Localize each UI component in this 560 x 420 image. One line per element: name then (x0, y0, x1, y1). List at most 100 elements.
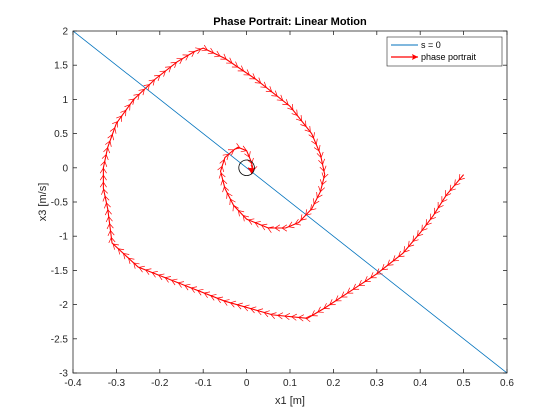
trajectory-arrow (232, 204, 239, 212)
trajectory-arrow (352, 283, 360, 290)
trajectory-arrow (346, 287, 354, 294)
trajectory-arrow (188, 50, 196, 57)
trajectory-arrow (441, 196, 448, 203)
legend-arrowhead (412, 54, 418, 60)
trajectory-arrow (216, 296, 224, 304)
y-axis-label: x3 [m/s] (37, 183, 49, 222)
legend-label-s0: s = 0 (421, 40, 441, 50)
trajectory-arrow (392, 255, 400, 262)
trajectory-arrow (143, 84, 150, 91)
trajectory-arrow (157, 273, 165, 281)
trajectory-arrow (437, 201, 444, 209)
x-tick-label: -0.3 (108, 378, 126, 389)
trajectory-arrow (276, 94, 284, 101)
trajectory-arrow (364, 276, 371, 283)
y-tick-label: -2.5 (51, 334, 69, 345)
trajectory-arrow (295, 115, 303, 122)
trajectory-arrow (403, 246, 410, 253)
trajectory-arrow (291, 109, 298, 116)
trajectory-arrow (416, 230, 424, 237)
trajectory-arrow (144, 268, 152, 275)
trajectory-arrow (316, 151, 324, 159)
x-tick-label: 0.5 (457, 378, 471, 389)
trajectory-arrow (133, 93, 140, 101)
trajectory-arrow (254, 221, 261, 228)
trajectory-arrow (249, 73, 256, 80)
trajectory-arrow (300, 120, 307, 127)
trajectory-arrow (340, 291, 348, 298)
trajectory-arrow (247, 157, 254, 165)
trajectory-arrow (177, 281, 185, 288)
trajectory-arrow (421, 224, 428, 232)
trajectory-arrow (243, 69, 250, 76)
trajectory-arrow (171, 278, 178, 286)
trajectory-arrow (288, 221, 295, 229)
trajectory-arrow (407, 240, 415, 248)
trajectory-arrow (317, 306, 324, 313)
x-tick-label: 0.6 (500, 378, 514, 389)
trajectory-arrow (133, 262, 140, 269)
trajectory-arrow (398, 250, 405, 258)
trajectory-arrow (99, 167, 107, 174)
trajectory-arrow (270, 312, 277, 320)
trajectory-arrow (244, 151, 251, 158)
trajectory-arrow (313, 145, 321, 152)
trajectory-arrow (329, 299, 336, 306)
trajectory-arrow (304, 315, 311, 323)
trajectory-arrow (214, 50, 221, 58)
trajectory-arrow (260, 81, 267, 88)
trajectory-arrow (182, 54, 190, 61)
trajectory-arrow (425, 219, 432, 226)
trajectory-arrow (316, 192, 323, 199)
trajectory-arrow (304, 125, 311, 133)
trajectory-arrow (240, 145, 248, 153)
trajectory-arrow (103, 146, 111, 154)
trajectory-arrow (207, 47, 215, 55)
trajectory-arrow (227, 149, 235, 156)
trajectory-arrow (313, 198, 320, 205)
y-tick-label: 2 (62, 27, 68, 38)
trajectory-arrow (412, 235, 419, 242)
trajectory-arrow (300, 214, 307, 221)
trajectory-arrow (311, 310, 318, 317)
trajectory-arrow (260, 223, 268, 231)
trajectory-arrow (104, 209, 112, 216)
trajectory-arrow (267, 226, 274, 233)
trajectory-arrow (106, 222, 114, 230)
trajectory-arrow (449, 184, 456, 192)
trajectory-arrow (282, 99, 289, 106)
trajectory-arrow (263, 310, 270, 318)
trajectory-arrow (220, 179, 228, 186)
trajectory-arrow (247, 218, 255, 225)
trajectory-arrow (287, 104, 294, 111)
trajectory-arrow (170, 61, 177, 69)
trajectory-arrow (256, 308, 264, 316)
trajectory-arrow (222, 185, 230, 193)
trajectory-arrow (220, 53, 227, 60)
trajectory-arrow (226, 192, 233, 199)
chart-title: Phase Portrait: Linear Motion (213, 16, 367, 28)
trajectory-arrow (318, 185, 325, 193)
y-tick-label: -1 (59, 232, 68, 243)
trajectory-arrow (445, 190, 452, 197)
trajectory-arrow (203, 291, 211, 299)
trajectory-arrow (159, 70, 167, 77)
trajectory-arrow (297, 314, 305, 322)
trajectory-arrow (222, 153, 230, 161)
trajectory-arrow (128, 257, 135, 265)
legend-box (386, 36, 503, 67)
y-tick-label: -0.5 (51, 198, 69, 209)
trajectory-arrow (148, 79, 156, 86)
trajectory-arrow (254, 77, 262, 84)
x-tick-label: 0.3 (370, 378, 384, 389)
trajectory-arrow (190, 286, 198, 293)
trajectory-arrow (124, 104, 131, 111)
legend-label-portrait: phase portrait (421, 52, 477, 62)
x-tick-label: 0.4 (413, 378, 427, 389)
trajectory-arrow (319, 165, 327, 172)
trajectory-arrow (195, 47, 202, 54)
trajectory-arrow (318, 158, 325, 166)
trajectory-arrow (101, 188, 108, 195)
trajectory-arrow (128, 98, 135, 105)
